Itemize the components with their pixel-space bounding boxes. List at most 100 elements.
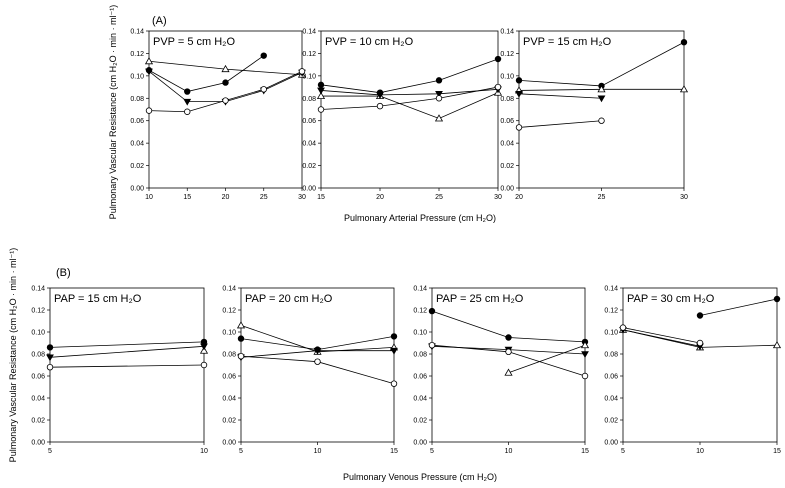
group-b-x-axis-label: Pulmonary Venous Pressure (cm H₂O) bbox=[343, 472, 497, 482]
data-point-open-circle bbox=[376, 102, 384, 110]
y-tick-label: 0.00 bbox=[130, 186, 144, 193]
series-line-filled-triangle-down bbox=[320, 88, 499, 96]
data-point-open-triangle bbox=[144, 57, 154, 65]
data-point-open-circle bbox=[505, 348, 512, 355]
chart-panel-4: 0.00 0.02 0.04 0.06 0.08 0.10 0.12 0.14 5 10 PAP =… bbox=[31, 286, 209, 455]
y-tick-label: 0.04 bbox=[604, 396, 618, 403]
y-tick-label: 0.14 bbox=[31, 286, 45, 293]
y-tick-label: 0.02 bbox=[222, 418, 236, 425]
data-point-filled-triangle-down bbox=[313, 347, 322, 355]
y-tick-label: 0.14 bbox=[130, 29, 144, 36]
data-point-open-triangle bbox=[316, 91, 326, 99]
data-point-filled-triangle-down bbox=[317, 87, 325, 95]
data-point-filled-circle bbox=[46, 344, 54, 351]
y-tick-label: 0.10 bbox=[222, 330, 236, 337]
y-tick-label: 0.08 bbox=[302, 96, 316, 103]
data-point-filled-triangle-down bbox=[390, 347, 398, 355]
y-tick-label: 0.00 bbox=[302, 186, 316, 193]
y-tick-label: 0.12 bbox=[500, 51, 514, 58]
data-point-open-circle bbox=[515, 124, 523, 131]
panel-condition-label: PAP = 25 cm H₂O bbox=[436, 293, 524, 305]
data-point-open-circle bbox=[428, 342, 436, 349]
y-tick-label: 0.06 bbox=[130, 118, 144, 125]
y-tick-label: 0.14 bbox=[604, 286, 618, 293]
data-point-open-circle bbox=[317, 106, 325, 113]
data-point-filled-circle bbox=[435, 77, 443, 84]
chart-panel-7: 0.00 0.02 0.04 0.06 0.08 0.10 0.12 0.14 5 10 15 PAP… bbox=[604, 286, 782, 455]
y-tick-label: 0.02 bbox=[31, 418, 45, 425]
data-point-filled-circle bbox=[505, 334, 512, 341]
x-tick-label: 15 bbox=[390, 448, 398, 455]
plot-frame bbox=[240, 287, 395, 443]
series-line-open-circle bbox=[320, 86, 499, 110]
data-point-filled-circle bbox=[390, 333, 398, 340]
x-tick-label: 20 bbox=[222, 194, 230, 201]
data-point-open-triangle bbox=[679, 85, 689, 93]
panel-condition-label: PVP = 10 cm H₂O bbox=[325, 36, 414, 48]
group-a-y-axis-label: Pulmonary Vascular Resistance (cm H₂O · … bbox=[108, 5, 118, 220]
chart-panel-3: 0.00 0.02 0.04 0.06 0.08 0.10 0.12 0.14 20 25 30 PV… bbox=[500, 29, 689, 201]
data-point-open-triangle bbox=[580, 340, 590, 349]
y-tick-label: 0.08 bbox=[604, 352, 618, 359]
panel-condition-label: PAP = 20 cm H₂O bbox=[245, 293, 333, 305]
x-tick-label: 10 bbox=[314, 448, 322, 455]
y-tick-label: 0.00 bbox=[222, 440, 236, 447]
data-point-filled-circle bbox=[237, 335, 245, 342]
data-point-open-circle bbox=[222, 97, 229, 104]
data-point-open-circle bbox=[390, 380, 398, 387]
data-point-filled-triangle-down bbox=[515, 91, 523, 98]
plot-frame bbox=[320, 30, 499, 189]
y-tick-label: 0.02 bbox=[604, 418, 618, 425]
y-tick-label: 0.08 bbox=[31, 352, 45, 359]
y-tick-label: 0.08 bbox=[500, 96, 514, 103]
data-point-open-triangle bbox=[221, 64, 230, 73]
data-point-filled-triangle-down bbox=[46, 354, 54, 362]
y-tick-label: 0.14 bbox=[222, 286, 236, 293]
data-point-open-circle bbox=[314, 358, 321, 365]
y-tick-label: 0.00 bbox=[31, 440, 45, 447]
y-tick-label: 0.02 bbox=[413, 418, 427, 425]
series-line-filled-circle bbox=[320, 58, 499, 94]
data-point-open-circle bbox=[435, 95, 443, 102]
chart-panel-1: 0.00 0.02 0.04 0.06 0.08 0.10 0.12 0.14 10 15 20 25… bbox=[130, 29, 307, 201]
plot-frame bbox=[518, 30, 685, 189]
y-tick-label: 0.14 bbox=[413, 286, 427, 293]
panel-b-letter: (B) bbox=[56, 267, 71, 279]
x-tick-label: 5 bbox=[621, 448, 625, 455]
data-point-filled-triangle-down bbox=[200, 343, 208, 351]
data-point-filled-circle bbox=[222, 79, 229, 86]
data-point-open-triangle bbox=[434, 114, 444, 122]
data-point-filled-circle bbox=[260, 52, 267, 59]
chart-panel-2: 0.00 0.02 0.04 0.06 0.08 0.10 0.12 0.14 15 20 25 30… bbox=[302, 29, 503, 201]
x-tick-label: 15 bbox=[773, 448, 781, 455]
y-tick-label: 0.10 bbox=[130, 73, 144, 80]
panel-condition-label: PVP = 15 cm H₂O bbox=[523, 36, 612, 48]
data-point-open-circle bbox=[200, 361, 208, 369]
y-tick-label: 0.06 bbox=[604, 374, 618, 381]
x-tick-label: 5 bbox=[239, 448, 243, 455]
y-tick-label: 0.04 bbox=[222, 396, 236, 403]
series-line-open-circle bbox=[49, 364, 205, 368]
y-tick-label: 0.04 bbox=[500, 141, 514, 148]
series-line-open-circle bbox=[622, 327, 701, 344]
y-tick-label: 0.12 bbox=[130, 51, 144, 58]
series-line-open-circle bbox=[148, 71, 303, 113]
data-point-open-circle bbox=[260, 86, 267, 93]
data-point-filled-circle bbox=[680, 39, 688, 46]
x-tick-label: 30 bbox=[298, 194, 306, 201]
data-point-open-circle bbox=[619, 324, 627, 331]
x-tick-label: 5 bbox=[430, 448, 434, 455]
y-tick-label: 0.06 bbox=[222, 374, 236, 381]
x-tick-label: 15 bbox=[581, 448, 589, 455]
data-point-open-circle bbox=[494, 83, 502, 91]
x-tick-label: 5 bbox=[48, 448, 52, 455]
y-tick-label: 0.12 bbox=[604, 308, 618, 315]
data-point-open-circle bbox=[598, 117, 605, 124]
y-tick-label: 0.00 bbox=[604, 440, 618, 447]
data-point-filled-triangle-down bbox=[376, 92, 384, 99]
plot-frame bbox=[148, 30, 303, 189]
y-tick-label: 0.04 bbox=[130, 141, 144, 148]
panel-condition-label: PVP = 5 cm H₂O bbox=[153, 36, 235, 48]
data-point-filled-circle bbox=[515, 77, 523, 84]
y-tick-label: 0.04 bbox=[413, 396, 427, 403]
